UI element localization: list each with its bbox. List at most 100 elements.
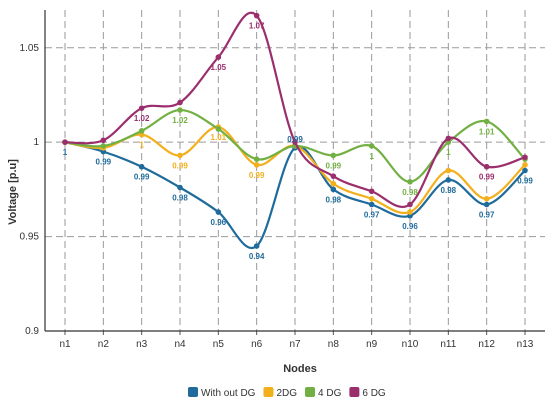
x-tick-label: n8 — [328, 339, 340, 350]
y-tick-label: 0.95 — [20, 232, 40, 243]
data-point[interactable] — [215, 126, 222, 132]
data-label: 1 — [369, 152, 374, 161]
x-axis-title: Nodes — [283, 363, 317, 375]
data-label: 1.02 — [172, 116, 188, 125]
x-tick-label: n9 — [366, 339, 378, 350]
data-point[interactable] — [330, 173, 337, 179]
data-label: 1.01 — [479, 127, 495, 136]
data-point[interactable] — [483, 196, 490, 202]
data-point[interactable] — [445, 177, 452, 183]
legend-label: With out DG — [201, 388, 256, 399]
data-label: 1 — [139, 141, 144, 150]
data-point[interactable] — [407, 201, 413, 208]
legend-label: 4 DG — [318, 388, 342, 399]
data-label: 0.98 — [326, 195, 342, 204]
data-point[interactable] — [253, 243, 260, 249]
data-label: 1.01 — [211, 133, 227, 142]
data-labels: 1 0.99 0.99 0.98 0.96 0.94 0.99 0.98 0.97 0.96 0.9… — [63, 22, 534, 261]
data-point[interactable] — [215, 209, 222, 215]
data-point[interactable] — [330, 186, 337, 193]
data-label: 1.05 — [211, 63, 227, 72]
axes — [44, 10, 545, 335]
data-point[interactable] — [407, 179, 413, 185]
x-tick-label: n11 — [440, 339, 456, 350]
data-label: 0.98 — [402, 188, 418, 197]
data-point[interactable] — [368, 188, 375, 195]
x-tick-label: n7 — [289, 339, 301, 350]
legend-label: 6 DG — [362, 388, 386, 399]
x-tick-label: n1 — [59, 339, 71, 350]
x-tick-label: n6 — [251, 339, 263, 350]
data-point[interactable] — [100, 143, 107, 149]
data-point[interactable] — [407, 209, 413, 215]
data-point[interactable] — [253, 162, 260, 168]
data-label: 1 — [446, 148, 451, 157]
x-tick-label: n4 — [174, 339, 186, 350]
y-tick-label: 1.05 — [20, 43, 40, 54]
data-label: 0.99 — [287, 135, 303, 144]
x-tick-label: n10 — [402, 339, 419, 350]
data-point[interactable] — [522, 162, 528, 168]
data-point[interactable] — [522, 167, 528, 174]
legend-swatch — [263, 387, 274, 397]
data-label: 0.99 — [326, 161, 342, 170]
data-label: 0.98 — [172, 193, 188, 202]
y-tick-label: 0.9 — [25, 326, 39, 337]
data-point[interactable] — [368, 196, 375, 202]
y-tick-label: 1 — [33, 137, 39, 148]
data-point[interactable] — [177, 184, 183, 191]
data-point[interactable] — [330, 152, 337, 159]
x-tick-label: n2 — [98, 339, 110, 350]
data-point[interactable] — [483, 163, 490, 170]
data-label: 0.99 — [249, 171, 265, 180]
data-label: 0.99 — [479, 173, 495, 182]
x-tick-label: n3 — [136, 339, 148, 350]
data-point[interactable] — [138, 163, 145, 170]
data-point[interactable] — [100, 137, 107, 144]
legend[interactable]: With out DG 2DG 4 DG 6 DG — [188, 387, 386, 399]
x-tick-label: n13 — [517, 339, 534, 350]
data-point[interactable] — [62, 139, 68, 145]
data-point[interactable] — [483, 118, 490, 125]
legend-item[interactable]: 6 DG — [349, 387, 386, 399]
legend-item[interactable]: With out DG — [188, 387, 256, 399]
y-tick-labels: 0.9 0.95 1 1.05 — [20, 43, 40, 337]
data-label: 0.96 — [211, 218, 227, 227]
legend-swatch — [188, 387, 198, 397]
data-point[interactable] — [253, 12, 260, 19]
series-lines — [62, 11, 528, 250]
data-point[interactable] — [445, 167, 452, 174]
data-label: 0.99 — [517, 177, 533, 186]
data-point[interactable] — [368, 143, 375, 149]
legend-label: 2DG — [276, 388, 297, 399]
data-label: 0.99 — [96, 158, 112, 167]
data-label: 0.99 — [134, 173, 150, 182]
data-label: 0.94 — [249, 252, 265, 261]
data-point[interactable] — [138, 128, 145, 134]
data-label: 0.98 — [441, 186, 457, 195]
data-label: 1 — [63, 148, 68, 157]
legend-swatch — [305, 387, 316, 397]
data-point[interactable] — [177, 107, 183, 113]
grid-lines — [45, 10, 545, 331]
y-axis-title: Voltage [p.u] — [7, 159, 19, 225]
data-label: 0.97 — [364, 210, 380, 219]
data-point[interactable] — [215, 54, 222, 61]
data-point[interactable] — [330, 180, 337, 187]
data-point[interactable] — [445, 135, 452, 142]
x-tick-labels: n1 n2 n3 n4 n5 n6 n7 n8 n9 n10 n11 n12 n13 — [59, 339, 533, 350]
legend-swatch — [349, 387, 360, 397]
data-point[interactable] — [177, 152, 183, 159]
data-point[interactable] — [138, 105, 145, 111]
data-point[interactable] — [292, 139, 298, 145]
data-point[interactable] — [368, 201, 375, 208]
legend-item[interactable]: 2DG — [263, 387, 297, 399]
legend-item[interactable]: 4 DG — [305, 387, 342, 399]
data-point[interactable] — [522, 154, 528, 161]
x-tick-label: n5 — [213, 339, 225, 350]
data-point[interactable] — [177, 99, 183, 106]
data-point[interactable] — [483, 201, 490, 208]
data-point[interactable] — [253, 156, 260, 162]
data-label: 0.97 — [479, 210, 495, 219]
